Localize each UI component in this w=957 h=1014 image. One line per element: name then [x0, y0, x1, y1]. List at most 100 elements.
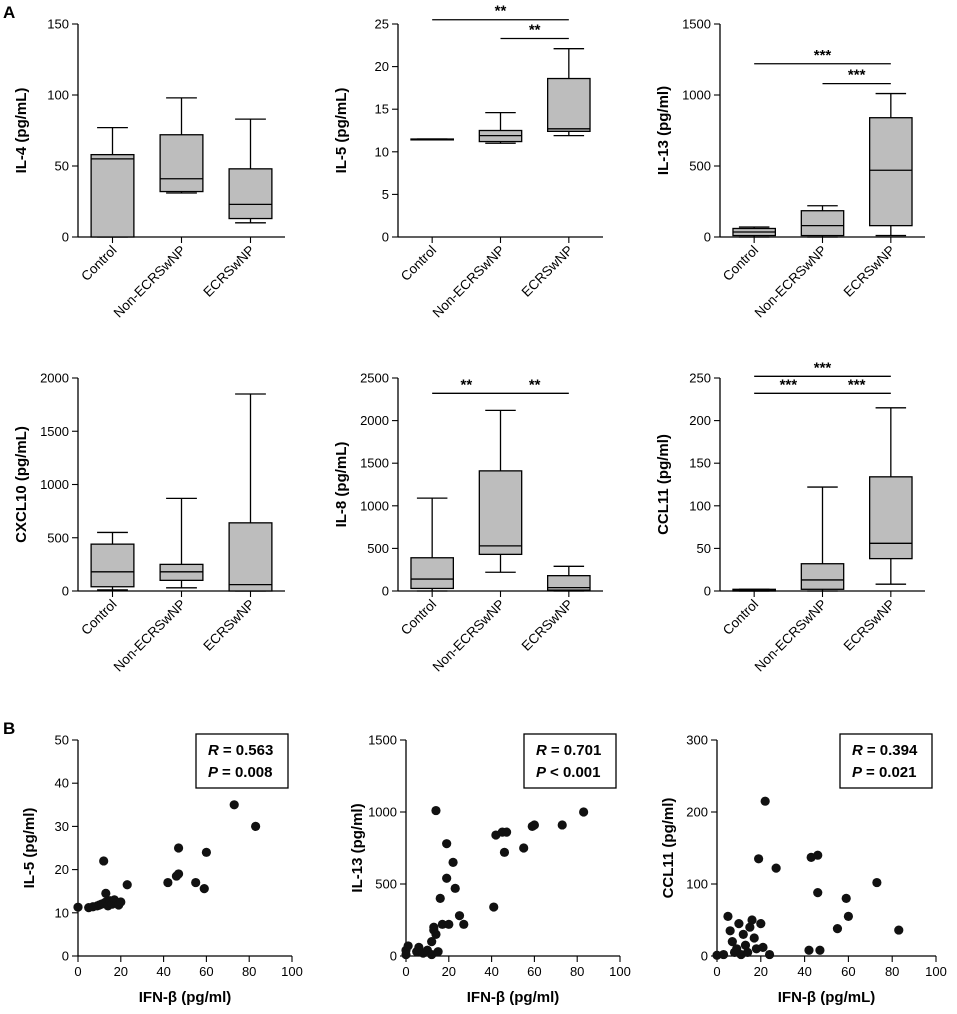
category-label-1: Control — [78, 597, 119, 638]
y-tick-label: 250 — [689, 371, 711, 386]
data-point — [229, 800, 239, 810]
significance-stars: *** — [814, 47, 832, 64]
data-point — [749, 933, 759, 943]
y-tick-label: 200 — [689, 413, 711, 428]
p-statistic: P < 0.001 — [536, 764, 600, 781]
stats-box — [523, 733, 617, 789]
p-symbol: P — [208, 764, 219, 781]
data-point — [747, 915, 757, 925]
data-point — [557, 820, 567, 830]
x-tick-label: 100 — [925, 964, 947, 979]
panel-4: 0 500 1000 1500 2000 CXCL10 (pg/mL) ControlNon… — [13, 371, 285, 674]
box-3 — [228, 522, 273, 592]
data-point — [450, 883, 460, 893]
data-point — [758, 942, 768, 952]
data-point — [489, 902, 499, 912]
box-3 — [869, 117, 913, 227]
y-tick-label: 1500 — [40, 424, 69, 439]
y-tick-label: 20 — [55, 862, 69, 877]
r-value: = 0.563 — [223, 742, 273, 759]
x-tick-label: 40 — [156, 964, 170, 979]
category-label-3: ECRSwNP — [519, 243, 576, 300]
x-tick-label: 80 — [242, 964, 256, 979]
y-tick-label: 1000 — [360, 498, 389, 513]
x-tick-label: 80 — [570, 964, 584, 979]
panel-9: 0 100 200 300 CCL11 (pg/ml) 0 20 40 60 80 100 IFN-β… — [660, 733, 947, 1007]
data-point — [73, 902, 83, 912]
x-tick-label: 60 — [527, 964, 541, 979]
x-tick-label: 40 — [797, 964, 811, 979]
y-tick-label: 1500 — [682, 17, 711, 32]
y-tick-label: 0 — [704, 230, 711, 245]
y-tick-label: 100 — [686, 877, 708, 892]
y-tick-label: 0 — [704, 584, 711, 599]
data-point — [718, 949, 729, 960]
data-point — [872, 877, 882, 888]
data-point — [529, 820, 540, 830]
y-tick-label: 5 — [382, 187, 389, 202]
y-tick-label: 40 — [55, 776, 69, 791]
category-label-2: Non-ECRSwNP — [752, 597, 830, 675]
y-tick-label: 1500 — [368, 733, 397, 748]
x-tick-label: 60 — [199, 964, 213, 979]
box-2 — [800, 210, 845, 237]
x-tick-label: 20 — [754, 964, 768, 979]
category-label-1: Control — [78, 243, 119, 284]
y-axis-title: IL-5 (pg/ml) — [21, 808, 38, 889]
data-point — [738, 929, 748, 940]
y-tick-label: 50 — [55, 159, 69, 174]
y-tick-label: 500 — [47, 530, 69, 545]
data-point — [813, 888, 823, 898]
data-point — [173, 843, 184, 853]
panel-label-b: B — [3, 719, 15, 738]
data-point — [743, 947, 753, 958]
r-symbol: R — [536, 742, 547, 759]
category-label-1: Control — [720, 597, 761, 638]
y-tick-label: 25 — [375, 17, 389, 32]
x-tick-label: 20 — [442, 964, 456, 979]
y-tick-label: 150 — [47, 17, 69, 32]
y-tick-label: 15 — [375, 102, 389, 117]
x-tick-label: 100 — [281, 964, 303, 979]
data-point — [519, 843, 529, 853]
data-point — [723, 911, 733, 922]
significance-stars: ** — [529, 21, 541, 38]
y-tick-label: 20 — [375, 59, 389, 74]
data-point — [101, 888, 111, 898]
r-value: = 0.394 — [867, 742, 918, 759]
y-tick-label: 100 — [47, 88, 69, 103]
p-symbol: P — [852, 764, 863, 781]
y-tick-label: 10 — [375, 144, 389, 159]
data-point — [122, 880, 132, 890]
data-point — [431, 929, 441, 940]
x-tick-label: 0 — [713, 964, 720, 979]
data-point — [442, 839, 452, 849]
y-tick-label: 50 — [697, 541, 711, 556]
data-point — [734, 919, 744, 929]
data-point — [427, 937, 437, 947]
data-point — [813, 850, 823, 860]
panel-7: 0 10 20 30 40 50 IL-5 (pg/ml) 0 20 40 60 80 100 IFN-β… — [21, 733, 303, 1007]
category-label-1: Control — [720, 243, 761, 284]
category-label-3: ECRSwNP — [200, 243, 257, 300]
data-point — [191, 877, 201, 888]
data-point — [99, 856, 109, 866]
y-tick-label: 500 — [375, 877, 397, 892]
data-point — [433, 947, 443, 957]
y-tick-label: 0 — [390, 949, 397, 964]
r-statistic: R = 0.701 — [536, 742, 601, 759]
data-point — [403, 941, 413, 951]
data-point — [832, 924, 843, 934]
x-axis-title: IFN-β (pg/ml) — [139, 989, 231, 1006]
r-value: = 0.701 — [551, 742, 601, 759]
data-point — [894, 925, 904, 935]
box-1 — [410, 557, 455, 590]
y-axis-title: IL-8 (pg/mL) — [333, 442, 350, 528]
y-tick-label: 30 — [55, 819, 69, 834]
panel-6: 0 50 100 150 200 250 CCL11 (pg/ml) ControlNon-E… — [655, 359, 925, 674]
category-label-3: ECRSwNP — [519, 597, 576, 654]
y-tick-label: 0 — [62, 949, 69, 964]
p-statistic: P = 0.021 — [852, 764, 916, 781]
p-symbol: P — [536, 764, 547, 781]
